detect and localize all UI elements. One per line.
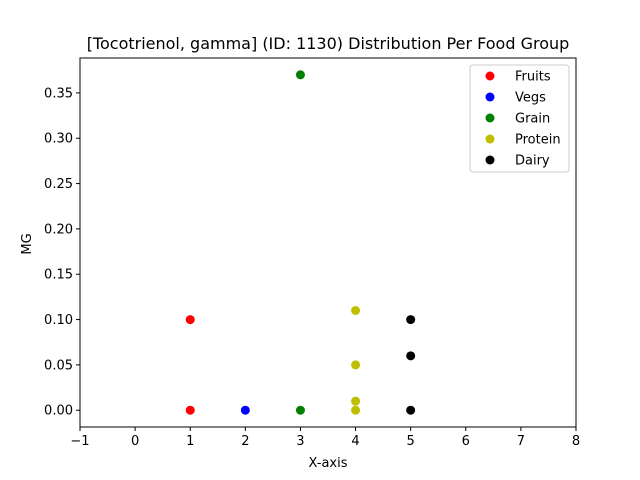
x-tick-label: 0 [131,434,139,449]
y-tick-label: 0.00 [44,404,73,419]
x-tick-label: 5 [407,434,415,449]
legend-label-vegs: Vegs [515,91,546,106]
legend-marker-grain [485,113,495,123]
legend: Fruits Vegs Grain Protein Dairy [469,64,570,173]
data-point-dairy-2 [406,315,416,325]
legend-box [469,64,570,173]
data-point-protein-0 [351,405,361,415]
y-tick-label: 0.20 [44,222,73,237]
x-tick-label: 4 [351,434,359,449]
data-point-vegs-0 [240,405,250,415]
plot-area: −1 0 1 2 3 4 5 6 7 8 0.00 0.05 0.10 0.15 0.20 0.25 0.30 0… [44,57,580,449]
data-point-protein-3 [351,305,361,315]
y-tick-label: 0.15 [44,268,73,283]
data-point-dairy-0 [406,405,416,415]
legend-marker-vegs [485,92,495,102]
data-point-grain-0 [295,405,305,415]
x-axis-label: X-axis [309,456,348,471]
legend-marker-protein [485,134,495,144]
x-tick-label: 2 [241,434,249,449]
data-point-protein-2 [351,360,361,370]
chart-title: [Tocotrienol, gamma] (ID: 1130) Distribu… [87,34,570,53]
x-tick-label: 8 [572,434,580,449]
y-tick-label: 0.25 [44,177,73,192]
y-tick-label: 0.10 [44,313,73,328]
data-point-dairy-1 [406,351,416,361]
legend-marker-dairy [485,155,495,165]
x-tick-label: −1 [70,434,89,449]
y-tick-label: 0.35 [44,86,73,101]
data-point-grain-1 [295,70,305,80]
y-tick-label: 0.05 [44,358,73,373]
x-tick-label: 7 [517,434,525,449]
legend-marker-fruits [485,71,495,81]
legend-label-grain: Grain [515,112,550,127]
plot-frame [79,57,577,428]
data-point-protein-1 [351,396,361,406]
data-point-fruits-0 [185,405,195,415]
legend-label-protein: Protein [515,133,561,148]
x-tick-label: 1 [186,434,194,449]
y-tick-label: 0.30 [44,132,73,147]
data-point-fruits-1 [185,315,195,325]
legend-label-dairy: Dairy [515,154,550,169]
y-axis-label: MG [20,233,35,254]
x-tick-label: 6 [462,434,470,449]
x-tick-label: 3 [296,434,304,449]
legend-label-fruits: Fruits [515,70,551,85]
